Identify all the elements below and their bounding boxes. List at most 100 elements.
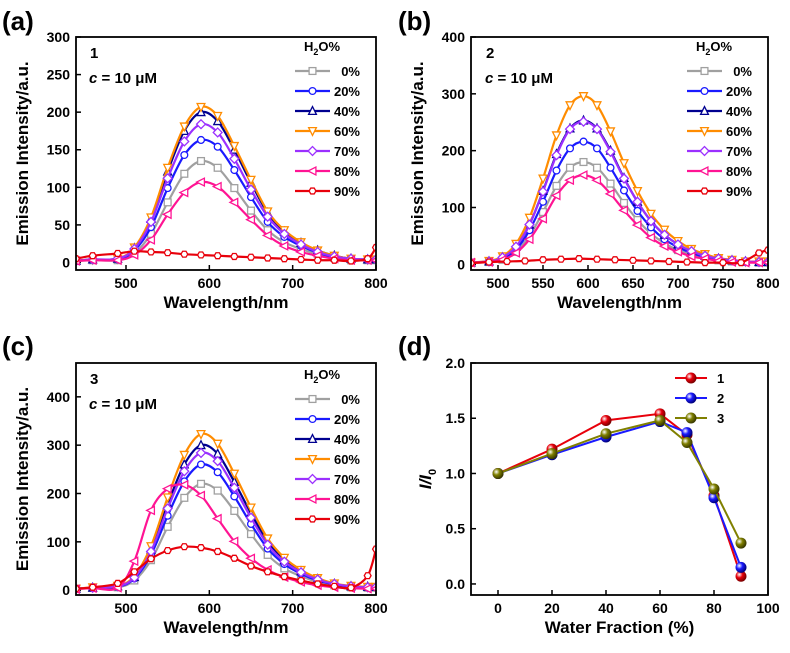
data-point — [646, 257, 656, 265]
data-point — [180, 150, 189, 160]
legend-entry-label: 3 — [717, 411, 724, 426]
data-point — [735, 561, 747, 573]
concentration-label: c = 10 μM — [89, 70, 157, 87]
data-point — [682, 258, 692, 266]
x-tick-label: 600 — [198, 275, 222, 291]
plot-area — [471, 92, 768, 269]
series-90pct — [471, 246, 768, 267]
data-point — [330, 256, 339, 264]
concentration-symbol: c — [485, 70, 494, 87]
plot-area — [76, 429, 376, 595]
x-tick-label: 500 — [114, 275, 138, 291]
data-point — [619, 159, 629, 170]
data-point — [213, 252, 222, 260]
data-point — [196, 156, 206, 166]
data-point — [111, 255, 122, 266]
y-axis-title: Emission Intensity/a.u. — [408, 61, 427, 245]
legend-swatch-marker — [308, 515, 317, 523]
data-point — [579, 137, 588, 146]
legend-swatch-marker — [685, 372, 697, 384]
legend-swatch-marker — [699, 105, 710, 116]
data-point — [229, 469, 240, 480]
data-point — [211, 513, 222, 524]
data-point — [230, 184, 239, 193]
legend-entry-label: 0% — [341, 392, 360, 407]
x-tick-label: 600 — [576, 275, 600, 291]
y-tick-label: 150 — [47, 142, 71, 158]
legend: 1 2 3 — [675, 371, 724, 426]
data-point — [212, 455, 223, 467]
data-point — [145, 234, 156, 245]
data-point — [313, 580, 322, 588]
x-tick-label: 800 — [364, 600, 388, 616]
series-line — [76, 105, 376, 263]
y-axis-title: I/I0 — [416, 469, 439, 489]
data-point — [279, 556, 290, 567]
data-point — [212, 127, 223, 138]
data-point — [565, 101, 575, 112]
data-point — [592, 163, 602, 172]
data-point — [672, 246, 683, 257]
data-point — [736, 259, 746, 267]
series-line — [76, 138, 376, 263]
data-point — [212, 111, 223, 122]
data-point — [88, 583, 97, 591]
legend-entry-label: 40% — [334, 104, 360, 119]
y-tick-label: 100 — [47, 534, 71, 550]
data-point — [552, 166, 561, 175]
data-point — [213, 547, 222, 556]
data-point — [537, 186, 549, 197]
series-2 — [492, 416, 747, 573]
y-tick-label: 0 — [62, 582, 70, 598]
y-tick-label: 300 — [47, 29, 71, 45]
data-point — [195, 490, 206, 501]
concentration-value: = 10 μM — [97, 70, 157, 87]
data-point — [230, 554, 239, 562]
y-tick-label: 0 — [457, 256, 465, 272]
panel-label: (d) — [398, 331, 431, 361]
data-point — [645, 215, 657, 227]
data-point — [113, 249, 122, 258]
x-axis-title: Wavelength/nm — [164, 618, 289, 637]
plot-frame — [75, 36, 377, 271]
legend-entry-label: 1 — [717, 371, 724, 386]
data-point — [577, 170, 588, 181]
legend-swatch-marker — [700, 187, 709, 195]
legend-swatch-marker — [307, 454, 318, 465]
series-line — [497, 420, 742, 568]
compound-id-label: 1 — [90, 45, 98, 62]
data-point — [162, 163, 173, 174]
legend-swatch-marker — [699, 145, 710, 157]
data-point — [163, 249, 172, 257]
x-tick-label: 800 — [364, 275, 388, 291]
data-point — [196, 135, 206, 145]
data-point — [520, 257, 530, 265]
data-point — [537, 213, 548, 224]
data-point — [130, 247, 139, 255]
panel-label: (b) — [398, 6, 431, 36]
legend-entry-label: 60% — [726, 124, 752, 139]
legend-entry-label: 70% — [334, 472, 360, 487]
data-point — [605, 127, 616, 138]
legend-swatch-marker — [308, 66, 317, 76]
data-point — [178, 479, 189, 490]
x-tick-label: 80 — [706, 600, 722, 616]
x-tick-label: 700 — [281, 600, 305, 616]
data-point — [631, 220, 642, 231]
series-3 — [492, 414, 747, 549]
legend: H2O%0% 20% 40% 60% 70% 80% 90% — [295, 39, 360, 199]
data-point — [592, 255, 602, 263]
legend-title: H2O% — [304, 367, 341, 385]
legend-entry-label: 2 — [717, 391, 724, 406]
data-point — [718, 259, 728, 267]
data-point — [195, 177, 206, 188]
legend-entry-label: 20% — [726, 84, 752, 99]
y-axis-title-sub: 0 — [427, 469, 439, 475]
data-point — [538, 174, 548, 185]
legend-title-tail: O% — [318, 39, 340, 54]
data-point — [605, 146, 616, 158]
legend-swatch-marker — [699, 126, 710, 137]
data-point — [162, 503, 173, 514]
compound-id-label: 3 — [90, 371, 98, 388]
